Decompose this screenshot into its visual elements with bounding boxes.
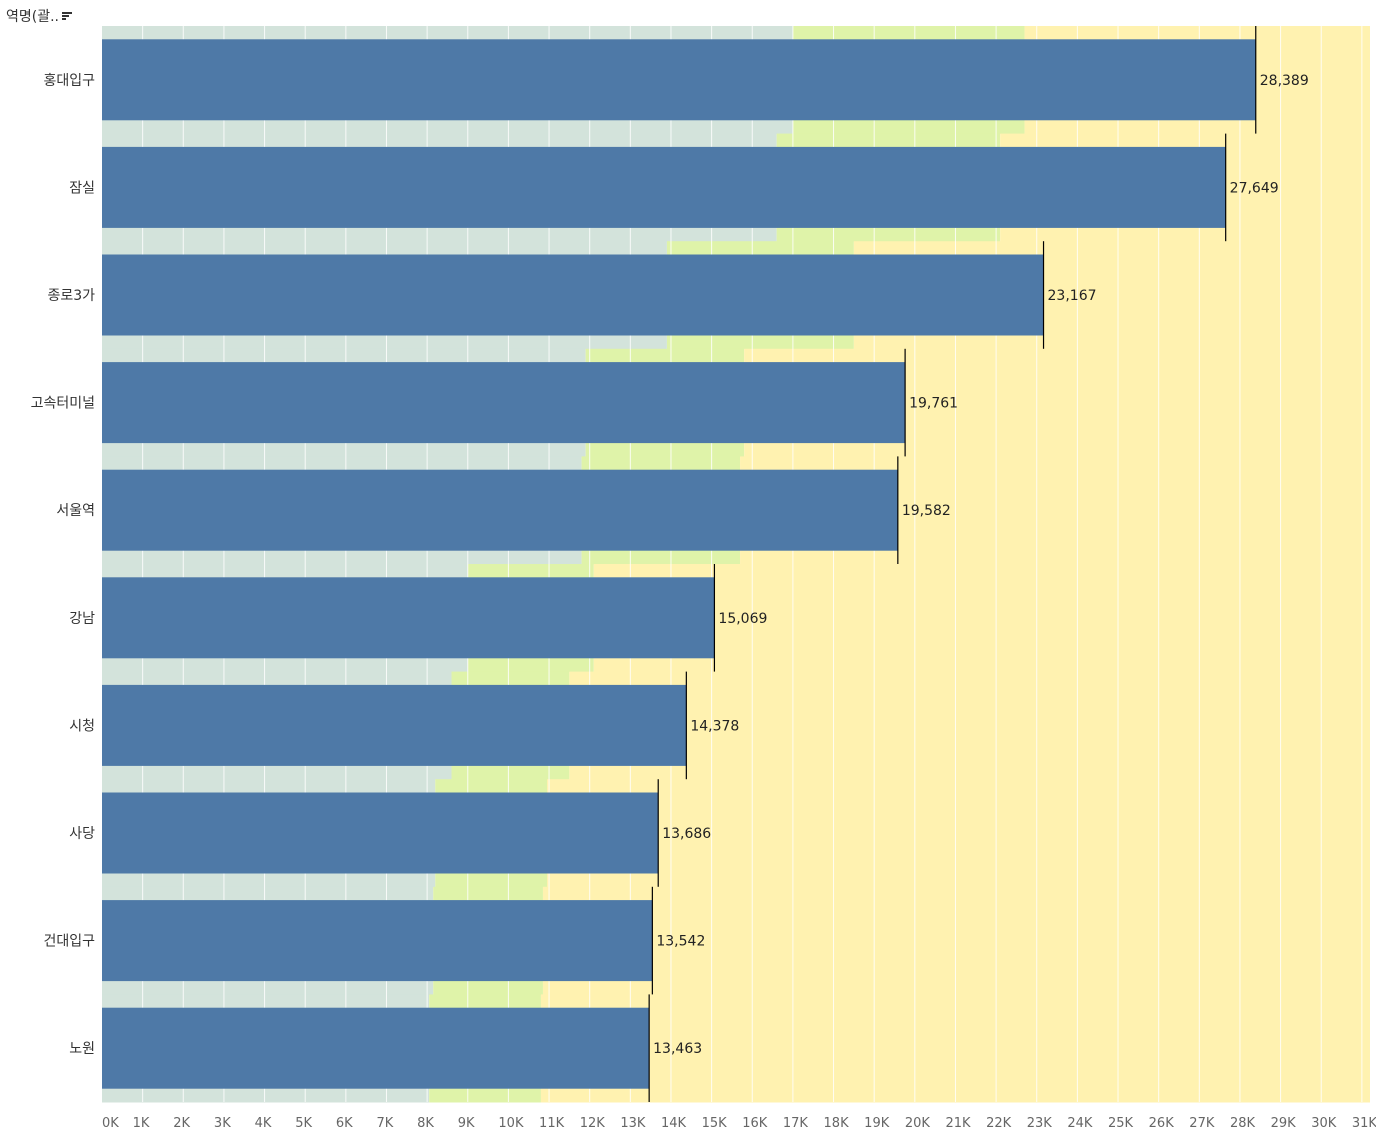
x-tick-label: 27K	[1189, 1116, 1215, 1131]
band-high	[593, 564, 1370, 673]
x-tick-label: 19K	[864, 1116, 890, 1131]
x-tick-label: 28K	[1230, 1116, 1256, 1131]
x-tick-label: 8K	[417, 1116, 434, 1131]
category-label: 홍대입구	[43, 73, 95, 89]
category-label: 고속터미널	[31, 396, 95, 412]
x-tick-label: 21K	[945, 1116, 971, 1131]
bar	[102, 39, 1256, 121]
x-tick-label: 16K	[742, 1116, 768, 1131]
x-tick-label: 11K	[539, 1116, 565, 1131]
x-tick-label: 24K	[1067, 1116, 1093, 1131]
bar	[102, 146, 1226, 228]
column-header[interactable]: 역명(괄..	[6, 6, 73, 26]
x-tick-label: 5K	[295, 1116, 312, 1131]
x-tick-label: 10K	[498, 1116, 524, 1131]
data-label: 15,069	[718, 611, 767, 627]
x-tick-label: 14K	[661, 1116, 687, 1131]
column-header-label: 역명(괄..	[6, 9, 60, 25]
x-tick-label: 22K	[986, 1116, 1012, 1131]
data-label: 13,686	[662, 826, 711, 842]
bar	[102, 577, 715, 659]
x-tick-label: 6K	[336, 1116, 353, 1131]
x-tick-label: 25K	[1108, 1116, 1134, 1131]
category-label: 건대입구	[43, 934, 95, 950]
bar	[102, 254, 1044, 336]
x-tick-label: 3K	[214, 1116, 231, 1131]
x-tick-label: 1K	[133, 1116, 150, 1131]
data-label: 23,167	[1048, 288, 1097, 304]
x-tick-label: 15K	[702, 1116, 728, 1131]
data-label: 27,649	[1230, 180, 1279, 196]
band-high	[547, 779, 1370, 888]
x-tick-label: 29K	[1271, 1116, 1297, 1131]
x-tick-label: 30K	[1311, 1116, 1337, 1131]
x-tick-label: 17K	[783, 1116, 809, 1131]
bar	[102, 469, 898, 551]
category-label: 서울역	[56, 503, 95, 519]
sort-descending-icon[interactable]	[62, 11, 73, 21]
x-tick-label: 9K	[458, 1116, 475, 1131]
x-tick-label: 23K	[1027, 1116, 1053, 1131]
bar	[102, 1007, 650, 1089]
band-high	[569, 671, 1370, 780]
x-tick-label: 31K	[1352, 1116, 1376, 1131]
x-tick-label: 13K	[620, 1116, 646, 1131]
bar	[102, 362, 906, 444]
x-tick-label: 4K	[255, 1116, 272, 1131]
data-label: 28,389	[1260, 73, 1309, 89]
category-label: 종로3가	[47, 288, 95, 304]
bar	[102, 900, 653, 982]
data-label: 14,378	[690, 718, 739, 734]
category-label: 노원	[69, 1041, 95, 1057]
category-label: 잠실	[69, 180, 95, 196]
band-high	[542, 886, 1370, 995]
x-tick-label: 0K	[102, 1116, 119, 1131]
bar	[102, 684, 687, 766]
data-label: 13,542	[656, 934, 705, 950]
data-label: 13,463	[653, 1041, 702, 1057]
data-label: 19,582	[902, 503, 951, 519]
category-label: 강남	[69, 611, 95, 627]
x-tick-label: 2K	[173, 1116, 190, 1131]
x-tick-label: 12K	[580, 1116, 606, 1131]
x-tick-label: 7K	[376, 1116, 393, 1131]
x-tick-label: 18K	[824, 1116, 850, 1131]
data-label: 19,761	[909, 396, 958, 412]
x-tick-label: 26K	[1149, 1116, 1175, 1131]
bar	[102, 792, 659, 874]
category-label: 사당	[69, 826, 95, 842]
category-label: 시청	[69, 718, 95, 734]
x-tick-label: 20K	[905, 1116, 931, 1131]
